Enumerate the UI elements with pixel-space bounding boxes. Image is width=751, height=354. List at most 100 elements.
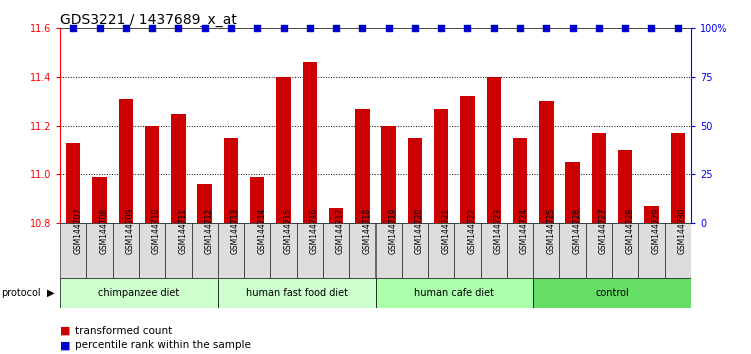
Bar [533,278,691,308]
Bar [224,138,238,223]
Bar [481,223,507,278]
Bar [402,223,428,278]
Point [382,25,395,31]
Point [619,25,631,31]
Text: GSM144721: GSM144721 [442,208,450,254]
Bar [244,223,270,278]
Point [671,25,683,31]
Bar [198,184,212,223]
Text: chimpanzee diet: chimpanzee diet [98,288,179,298]
Text: GSM144730: GSM144730 [677,208,686,255]
Text: GSM144726: GSM144726 [572,208,581,255]
Bar [460,96,475,223]
Point [514,25,526,31]
Point [198,25,210,31]
Text: GSM144717: GSM144717 [336,208,345,255]
Bar [382,126,396,223]
Point [303,25,315,31]
Bar [618,150,632,223]
Bar [533,223,559,278]
Bar [487,77,501,223]
Bar [592,133,606,223]
Bar [192,223,218,278]
Bar [513,138,527,223]
Text: ▶: ▶ [47,288,54,298]
Text: human fast food diet: human fast food diet [246,288,348,298]
Text: GSM144707: GSM144707 [74,208,82,255]
Bar [376,278,533,308]
Bar [665,223,691,278]
Text: GSM144728: GSM144728 [625,208,634,254]
Point [541,25,553,31]
Bar [408,138,422,223]
Text: GSM144718: GSM144718 [362,208,371,254]
Bar [250,177,264,223]
Bar [92,177,107,223]
Text: GSM144727: GSM144727 [599,208,608,255]
Text: protocol: protocol [2,288,41,298]
Bar [270,223,297,278]
Point [146,25,158,31]
Bar [139,223,165,278]
Point [251,25,263,31]
Text: GSM144720: GSM144720 [415,208,424,255]
Text: percentile rank within the sample: percentile rank within the sample [75,340,251,350]
Bar [165,223,192,278]
Point [356,25,368,31]
Point [436,25,448,31]
Point [330,25,342,31]
Bar [218,223,244,278]
Text: control: control [596,288,629,298]
Bar [454,223,481,278]
Text: ■: ■ [60,340,71,350]
Text: GSM144719: GSM144719 [389,208,397,255]
Text: GSM144722: GSM144722 [467,208,476,254]
Bar [303,62,317,223]
Bar [329,209,343,223]
Bar [119,99,133,223]
Text: GSM144724: GSM144724 [520,208,529,255]
Bar [113,223,139,278]
Bar [218,278,376,308]
Bar [376,223,402,278]
Bar [638,223,665,278]
Text: GSM144710: GSM144710 [152,208,161,255]
Point [409,25,421,31]
Bar [171,114,185,223]
Bar [297,223,323,278]
Point [172,25,185,31]
Text: transformed count: transformed count [75,326,172,336]
Bar [349,223,376,278]
Point [277,25,289,31]
Text: human cafe diet: human cafe diet [415,288,494,298]
Bar [671,133,685,223]
Bar [60,278,218,308]
Bar [559,223,586,278]
Text: GSM144709: GSM144709 [126,208,134,255]
Text: GSM144714: GSM144714 [257,208,266,255]
Bar [507,223,533,278]
Bar [586,223,612,278]
Point [566,25,578,31]
Text: GSM144715: GSM144715 [283,208,292,255]
Point [488,25,500,31]
Text: GSM144711: GSM144711 [179,208,187,254]
Text: ■: ■ [60,326,71,336]
Point [120,25,132,31]
Point [225,25,237,31]
Text: GSM144708: GSM144708 [99,208,108,255]
Point [93,25,105,31]
Bar [644,206,659,223]
Text: GSM144713: GSM144713 [231,208,240,255]
Point [461,25,473,31]
Text: GSM144712: GSM144712 [204,208,213,254]
Bar [60,223,86,278]
Text: GSM144723: GSM144723 [494,208,502,255]
Point [593,25,605,31]
Text: GSM144729: GSM144729 [651,208,660,255]
Text: GSM144725: GSM144725 [547,208,555,255]
Bar [539,101,553,223]
Bar [145,126,159,223]
Point [645,25,658,31]
Bar [86,223,113,278]
